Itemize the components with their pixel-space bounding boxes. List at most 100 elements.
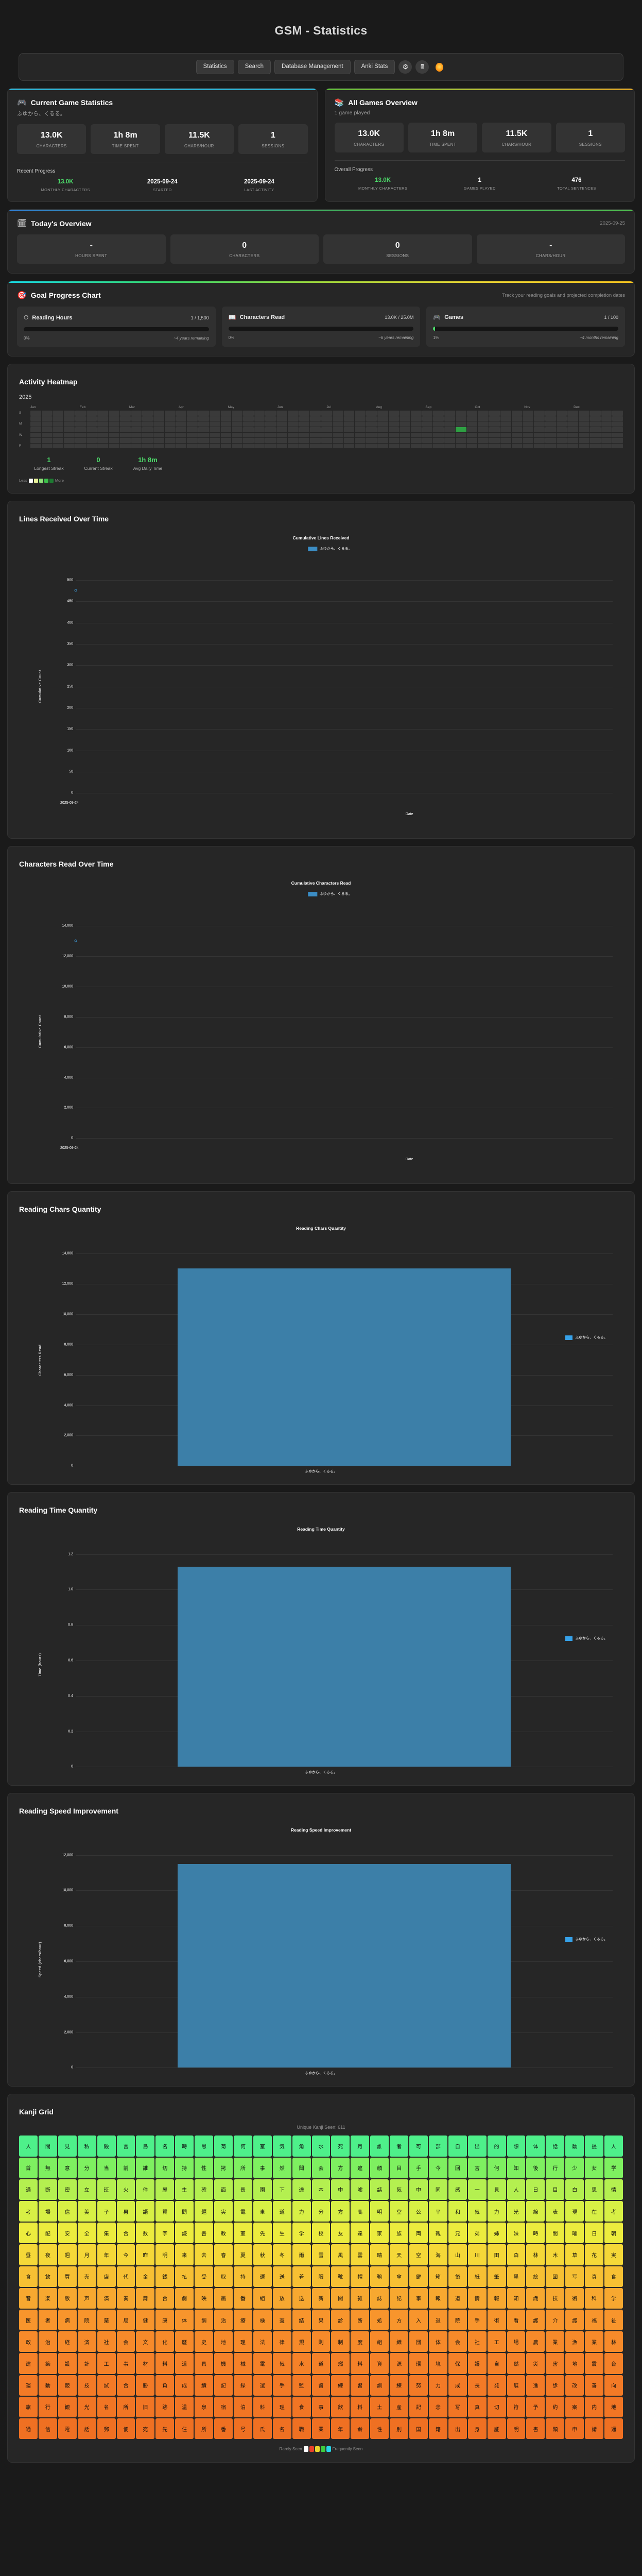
kanji-cell[interactable]: 生 — [272, 2223, 291, 2244]
kanji-cell[interactable]: 読 — [175, 2223, 194, 2244]
kanji-cell[interactable]: 録 — [233, 2375, 252, 2396]
kanji-cell[interactable]: 春 — [214, 2244, 233, 2265]
kanji-cell[interactable]: 職 — [292, 2418, 311, 2439]
kanji-cell[interactable]: 日 — [585, 2223, 604, 2244]
kanji-cell[interactable]: 台 — [604, 2353, 623, 2374]
kanji-cell[interactable]: 事 — [409, 2287, 428, 2309]
heatmap-cell[interactable] — [153, 432, 164, 438]
chart-bar[interactable] — [178, 1268, 511, 1466]
kanji-cell[interactable]: 中 — [409, 2179, 428, 2200]
kanji-cell[interactable]: 漁 — [565, 2331, 584, 2352]
kanji-cell[interactable]: 績 — [195, 2375, 214, 2396]
heatmap-cell[interactable] — [567, 416, 579, 421]
heatmap-cell[interactable] — [53, 416, 64, 421]
kanji-cell[interactable]: 送 — [272, 2266, 291, 2287]
heatmap-cell[interactable] — [276, 416, 287, 421]
heatmap-cell[interactable] — [332, 427, 343, 432]
heatmap-cell[interactable] — [310, 443, 321, 449]
heatmap-cell[interactable] — [299, 427, 310, 432]
kanji-cell[interactable]: 結 — [292, 2309, 311, 2331]
heatmap-cell[interactable] — [589, 421, 601, 427]
heatmap-cell[interactable] — [287, 432, 299, 438]
heatmap-cell[interactable] — [455, 438, 466, 443]
kanji-cell[interactable]: 木 — [546, 2244, 565, 2265]
kanji-cell[interactable]: 技 — [546, 2287, 565, 2309]
kanji-cell[interactable]: 誰 — [136, 2157, 155, 2178]
kanji-cell[interactable]: 首 — [19, 2157, 38, 2178]
kanji-cell[interactable]: 聞 — [292, 2157, 311, 2178]
heatmap-cell[interactable] — [53, 427, 64, 432]
kanji-cell[interactable]: 案 — [565, 2396, 584, 2417]
kanji-cell[interactable]: 的 — [487, 2136, 506, 2157]
kanji-cell[interactable]: 学 — [292, 2223, 311, 2244]
heatmap-cell[interactable] — [612, 427, 623, 432]
heatmap-cell[interactable] — [86, 438, 97, 443]
heatmap-cell[interactable] — [287, 427, 299, 432]
heatmap-cell[interactable] — [523, 432, 534, 438]
kanji-cell[interactable]: 知 — [507, 2287, 526, 2309]
heatmap-cell[interactable] — [433, 421, 444, 427]
kanji-cell[interactable]: 薬 — [97, 2309, 116, 2331]
kanji-cell[interactable]: 建 — [19, 2353, 38, 2374]
kanji-cell[interactable]: 買 — [58, 2266, 77, 2287]
kanji-cell[interactable]: 面 — [214, 2179, 233, 2200]
heatmap-cell[interactable] — [75, 421, 86, 427]
heatmap-cell[interactable] — [444, 427, 455, 432]
heatmap-cell[interactable] — [444, 421, 455, 427]
kanji-cell[interactable]: 記 — [409, 2396, 428, 2417]
kanji-cell[interactable]: 祉 — [604, 2309, 623, 2331]
kanji-cell[interactable]: 提 — [585, 2136, 604, 2157]
heatmap-cell[interactable] — [612, 443, 623, 449]
kanji-cell[interactable]: 氏 — [253, 2418, 272, 2439]
kanji-cell[interactable]: 成 — [175, 2375, 194, 2396]
heatmap-cell[interactable] — [523, 421, 534, 427]
kanji-cell[interactable]: 着 — [292, 2266, 311, 2287]
kanji-cell[interactable]: 道 — [175, 2353, 194, 2374]
heatmap-cell[interactable] — [75, 427, 86, 432]
kanji-cell[interactable]: 飲 — [331, 2396, 350, 2417]
kanji-cell[interactable]: 今 — [428, 2157, 447, 2178]
kanji-cell[interactable]: 料 — [351, 2353, 370, 2374]
heatmap-cell[interactable] — [242, 421, 254, 427]
heatmap-cell[interactable] — [534, 411, 545, 416]
kanji-cell[interactable]: 草 — [565, 2244, 584, 2265]
heatmap-cell[interactable] — [500, 438, 511, 443]
kanji-cell[interactable]: 具 — [195, 2353, 214, 2374]
heatmap-cell[interactable] — [556, 411, 567, 416]
heatmap-cell[interactable] — [30, 438, 41, 443]
heatmap-cell[interactable] — [209, 427, 220, 432]
heatmap-cell[interactable] — [153, 421, 164, 427]
heatmap-cell[interactable] — [601, 416, 612, 421]
heatmap-cell[interactable] — [556, 421, 567, 427]
heatmap-cell[interactable] — [400, 411, 411, 416]
kanji-cell[interactable]: 害 — [546, 2353, 565, 2374]
kanji-cell[interactable]: 島 — [136, 2136, 155, 2157]
heatmap-cell[interactable] — [53, 438, 64, 443]
kanji-cell[interactable]: 理 — [272, 2396, 291, 2417]
heatmap-cell[interactable] — [343, 443, 355, 449]
kanji-cell[interactable]: 科 — [585, 2287, 604, 2309]
kanji-cell[interactable]: 負 — [155, 2375, 175, 2396]
kanji-cell[interactable]: 電 — [253, 2353, 272, 2374]
kanji-cell[interactable]: 方 — [331, 2157, 350, 2178]
kanji-cell[interactable]: 園 — [253, 2179, 272, 2200]
heatmap-cell[interactable] — [579, 421, 589, 427]
heatmap-cell[interactable] — [41, 432, 53, 438]
kanji-cell[interactable]: 断 — [38, 2179, 57, 2200]
heatmap-cell[interactable] — [523, 416, 534, 421]
heatmap-cell[interactable] — [444, 438, 455, 443]
kanji-cell[interactable]: 食 — [292, 2396, 311, 2417]
kanji-cell[interactable]: 証 — [487, 2418, 506, 2439]
heatmap-cell[interactable] — [478, 411, 489, 416]
heatmap-cell[interactable] — [131, 443, 142, 449]
heatmap-cell[interactable] — [321, 443, 332, 449]
kanji-cell[interactable]: 集 — [97, 2223, 116, 2244]
heatmap-cell[interactable] — [388, 411, 400, 416]
heatmap-cell[interactable] — [75, 443, 86, 449]
kanji-cell[interactable]: 信 — [58, 2200, 77, 2222]
kanji-cell[interactable]: 林 — [604, 2331, 623, 2352]
kanji-cell[interactable]: 舞 — [136, 2287, 155, 2309]
heatmap-cell[interactable] — [164, 421, 176, 427]
kanji-cell[interactable]: 術 — [565, 2287, 584, 2309]
kanji-cell[interactable]: 筆 — [487, 2266, 506, 2287]
